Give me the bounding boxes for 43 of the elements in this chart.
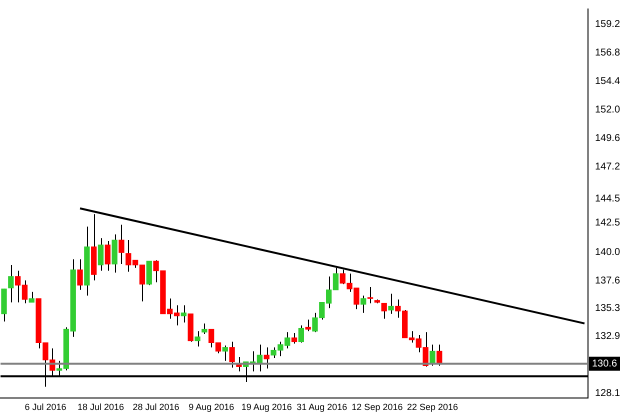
candlestick <box>381 302 387 320</box>
x-tick-label: 19 Aug 2016 <box>241 402 292 412</box>
y-tick-label: 144.5 <box>594 194 620 205</box>
candlestick <box>388 293 394 314</box>
candlestick <box>291 332 298 344</box>
y-tick-label: 147.2 <box>594 162 620 173</box>
y-tick-label: 142.5 <box>594 217 620 228</box>
candlestick <box>194 330 200 347</box>
y-tick-label: 128.1 <box>594 388 620 400</box>
y-tick-label: 156.8 <box>594 48 620 59</box>
y-tick-label: 140.0 <box>594 247 620 258</box>
x-tick-label: 28 Jul 2016 <box>132 402 180 412</box>
x-tick-label: 6 Jul 2016 <box>24 402 66 412</box>
candlestick <box>28 291 34 303</box>
candlestick <box>229 341 235 368</box>
y-tick-label: 154.4 <box>594 76 620 88</box>
candlestick <box>430 344 436 366</box>
candlestick <box>98 238 104 272</box>
y-tick-label: 137.6 <box>594 275 620 286</box>
y-tick-label: 149.6 <box>594 133 620 144</box>
candlestick <box>104 240 110 272</box>
y-tick-label: 132.9 <box>594 331 620 342</box>
candlestick <box>146 260 152 286</box>
x-tick-label: 9 Aug 2016 <box>188 402 234 412</box>
candlestick <box>8 264 14 303</box>
y-tick-label: 152.0 <box>594 104 620 116</box>
x-tick-label: 31 Aug 2016 <box>296 402 348 412</box>
x-tick-label: 18 Jul 2016 <box>77 402 124 412</box>
y-tick-label: 135.3 <box>594 302 620 314</box>
x-tick-label: 22 Sep 2016 <box>406 402 458 412</box>
ref-line-label: 130.6 <box>592 358 618 370</box>
candlestick <box>118 224 124 264</box>
candlestick <box>222 345 228 362</box>
candlestick <box>202 322 208 335</box>
candlestick <box>264 346 270 370</box>
candlestick <box>180 304 187 323</box>
x-tick-label: 12 Sep 2016 <box>352 402 403 412</box>
candlestick <box>305 319 311 332</box>
candlestick <box>367 286 374 304</box>
y-tick-label: 159.2 <box>594 19 620 30</box>
candlestick <box>360 295 366 314</box>
candlestick <box>77 258 83 290</box>
candlestick <box>298 324 304 344</box>
